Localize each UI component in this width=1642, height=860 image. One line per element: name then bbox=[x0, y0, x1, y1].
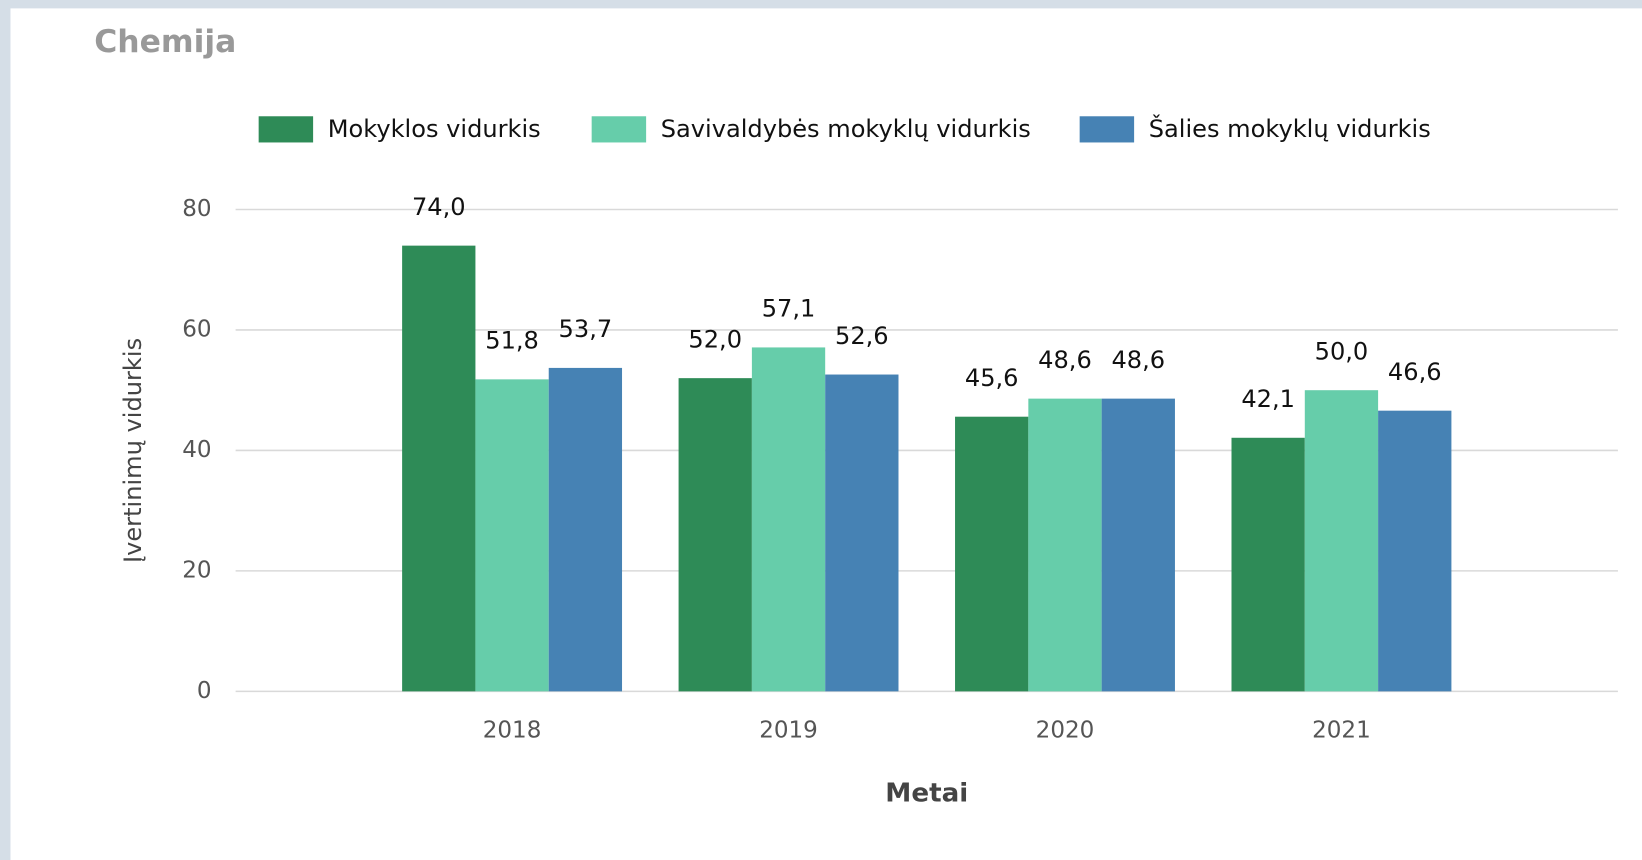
bar bbox=[955, 416, 1029, 692]
bar bbox=[402, 245, 476, 692]
y-tick-label: 80 bbox=[182, 196, 211, 222]
legend-swatch bbox=[591, 116, 647, 143]
legend-label: Mokyklos vidurkis bbox=[328, 115, 541, 143]
legend-swatch bbox=[258, 116, 314, 143]
x-axis-label: Metai bbox=[885, 779, 968, 809]
data-label: 45,6 bbox=[965, 364, 1019, 392]
x-tick-label: 2020 bbox=[1036, 718, 1095, 744]
data-label: 46,6 bbox=[1388, 358, 1442, 386]
data-label: 52,0 bbox=[688, 325, 742, 353]
x-tick-label: 2021 bbox=[1312, 718, 1371, 744]
legend-label: Savivaldybės mokyklų vidurkis bbox=[661, 115, 1031, 143]
data-label: 51,8 bbox=[485, 327, 539, 355]
bar bbox=[1231, 437, 1305, 692]
bar bbox=[475, 379, 549, 692]
data-label: 48,6 bbox=[1111, 346, 1165, 374]
data-label: 52,6 bbox=[835, 322, 889, 350]
bar bbox=[751, 347, 826, 692]
data-label: 50,0 bbox=[1315, 337, 1369, 365]
legend-label: Šalies mokyklų vidurkis bbox=[1149, 113, 1431, 143]
legend-swatch bbox=[1079, 116, 1135, 143]
bar bbox=[548, 367, 623, 692]
x-tick-label: 2019 bbox=[759, 718, 818, 744]
data-label: 57,1 bbox=[762, 295, 816, 323]
y-tick-label: 0 bbox=[197, 678, 212, 704]
data-label: 42,1 bbox=[1241, 385, 1295, 413]
data-label: 53,7 bbox=[559, 315, 613, 343]
data-label: 48,6 bbox=[1038, 346, 1092, 374]
y-tick-label: 60 bbox=[182, 316, 211, 342]
chart-title: Chemija bbox=[94, 24, 236, 60]
bar bbox=[1101, 398, 1175, 692]
x-tick-label: 2018 bbox=[483, 718, 542, 744]
bar bbox=[1378, 410, 1452, 692]
y-axis-label: Įvertinimų vidurkis bbox=[119, 338, 147, 563]
bar bbox=[1028, 398, 1102, 692]
bar bbox=[678, 378, 752, 692]
bar bbox=[1304, 390, 1379, 692]
data-label: 74,0 bbox=[412, 193, 466, 221]
y-tick-label: 40 bbox=[182, 437, 211, 463]
y-tick-label: 20 bbox=[182, 557, 211, 583]
bar bbox=[825, 374, 899, 692]
